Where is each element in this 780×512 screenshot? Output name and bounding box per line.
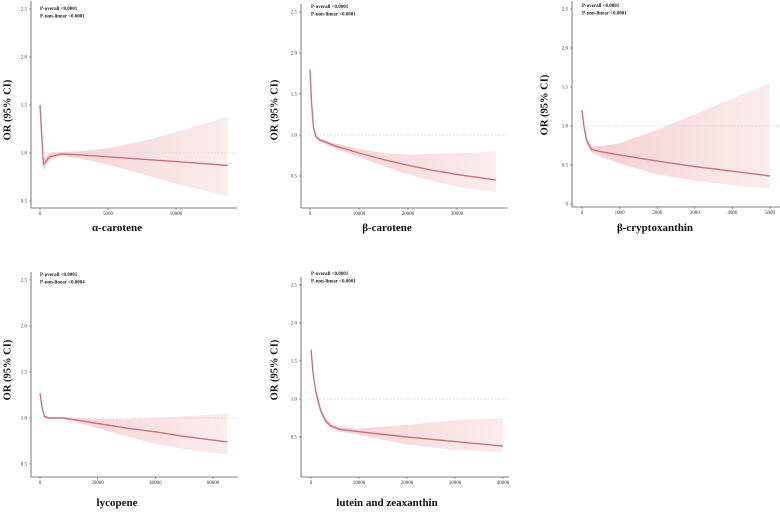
ci-band [40, 390, 228, 455]
y-tick-label: 2.5 [562, 8, 569, 13]
x-tick-label: 30000 [449, 481, 462, 486]
x-tick-label: 0 [39, 481, 42, 486]
chart-panel-3: 0 0.5 1.0 1.5 2.0 2.5 0 1000 2000 3000 4000 5000 P-o… [539, 1, 780, 234]
y-tick-label: 2.0 [21, 325, 28, 330]
y-tick-label: 0.5 [291, 175, 298, 180]
x-axis-title: lycopene [97, 497, 138, 509]
x-tick-label: 2000 [652, 211, 663, 216]
chart-panel-1: 0.5 1.0 1.5 2.0 2.5 0 5000 10000 P-overall <0.00… [2, 1, 237, 234]
x-tick-label: 10000 [353, 212, 366, 217]
p-value-annotation: P-overall <0.0001 [311, 5, 349, 10]
y-tick-label: 2.5 [291, 284, 298, 289]
y-tick-label: 2.0 [291, 52, 298, 57]
p-value-annotation: P-overall <0.0001 [40, 273, 78, 278]
p-value-annotation: P-overall <0.0001 [311, 272, 349, 277]
y-axis-title: OR (95% CI) [2, 79, 13, 140]
x-tick-label: 0 [581, 211, 584, 216]
x-tick-label: 20000 [401, 481, 414, 486]
x-tick-label: 20000 [91, 481, 104, 486]
y-tick-label: 2.5 [21, 279, 28, 284]
x-tick-label: 60000 [207, 481, 220, 486]
y-tick-label: 2.5 [21, 8, 28, 13]
p-value-annotation: P-overall <0.0001 [582, 4, 620, 9]
or-curve [39, 104, 228, 167]
y-tick-label: 2.0 [291, 322, 298, 327]
x-axis-title: α-carotene [92, 222, 142, 234]
x-tick-label: 10000 [170, 212, 183, 217]
y-tick-label: 1.0 [562, 125, 569, 130]
x-tick-label: 4000 [727, 211, 738, 216]
x-tick-label: 5000 [103, 212, 114, 217]
or-curve [39, 393, 228, 443]
y-axis-title: OR (95% CI) [269, 79, 280, 140]
y-axis-title: OR (95% CI) [539, 74, 550, 135]
x-axis-title: β-cryptoxanthin [617, 222, 693, 234]
or-curve [309, 69, 497, 181]
or-curve [310, 349, 504, 447]
x-tick-label: 3000 [690, 211, 701, 216]
y-tick-label: 2.5 [291, 11, 298, 16]
y-tick-label: 0 [566, 203, 569, 208]
x-tick-label: 10000 [353, 481, 366, 486]
ci-band [310, 65, 497, 193]
x-tick-label: 30000 [451, 212, 464, 217]
chart-panel-5: 0.5 1.0 1.5 2.0 2.5 0 10000 20000 30000 40000 P-ov… [269, 272, 509, 509]
y-tick-label: 1.0 [291, 398, 298, 403]
x-tick-label: 5000 [765, 211, 776, 216]
x-tick-label: 40000 [497, 481, 510, 486]
p-value-annotation: P-non-linear <0.0001 [311, 280, 356, 285]
x-tick-label: 0 [310, 481, 313, 486]
p-value-annotation: P-non-linear <0.0001 [582, 12, 627, 17]
ci-band [582, 83, 770, 189]
y-tick-label: 0.5 [562, 164, 569, 169]
ci-band [311, 345, 503, 453]
y-tick-label: 0.5 [291, 436, 298, 441]
y-tick-label: 1.5 [562, 86, 569, 91]
p-value-annotation: P-non-linear <0.0004 [40, 281, 85, 286]
or-curve [581, 110, 771, 177]
y-tick-label: 1.5 [21, 104, 28, 109]
x-tick-label: 40000 [149, 481, 162, 486]
chart-panel-2: 0.5 1.0 1.5 2.0 2.5 0 10000 20000 30000 P-overall… [269, 4, 508, 234]
y-tick-label: 1.0 [291, 134, 298, 139]
y-tick-label: 2.0 [562, 47, 569, 52]
x-tick-label: 1000 [615, 211, 626, 216]
x-axis-title: lutein and zeaxanthin [336, 497, 437, 509]
y-axis-title: OR (95% CI) [2, 339, 13, 400]
chart-panel-4: 0.5 1.0 1.5 2.0 2.5 0 20000 40000 60000 P-overall… [2, 272, 238, 509]
p-value-annotation: P-non-linear <0.0001 [311, 13, 356, 18]
p-value-annotation: P-non-linear <0.0001 [40, 15, 85, 20]
p-value-annotation: P-overall <0.0001 [40, 7, 78, 12]
y-tick-label: 1.5 [21, 371, 28, 376]
x-axis-title: β-carotene [362, 222, 412, 234]
x-tick-label: 0 [309, 212, 312, 217]
y-axis-title: OR (95% CI) [269, 339, 280, 400]
x-tick-label: 20000 [402, 212, 415, 217]
y-tick-label: 2.0 [21, 56, 28, 61]
x-tick-label: 0 [39, 212, 42, 217]
ci-band [40, 100, 228, 197]
y-tick-label: 1.5 [291, 360, 298, 365]
y-tick-label: 1.0 [21, 417, 28, 422]
y-tick-label: 0.5 [21, 463, 28, 468]
y-tick-label: 1.0 [21, 152, 28, 157]
y-tick-label: 0.5 [21, 200, 28, 205]
y-tick-label: 1.5 [291, 93, 298, 98]
